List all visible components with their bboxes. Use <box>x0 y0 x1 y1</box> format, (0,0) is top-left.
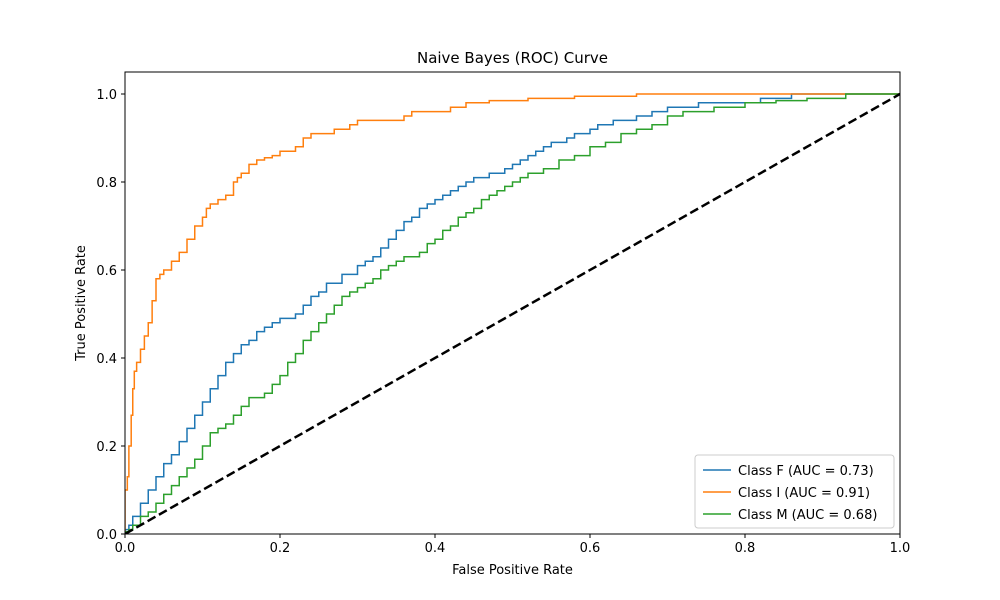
legend-label: Class I (AUC = 0.91) <box>738 486 870 501</box>
chart-title: Naive Bayes (ROC) Curve <box>417 49 608 67</box>
y-tick-label: 0.8 <box>96 176 117 191</box>
plot-area <box>125 92 900 534</box>
legend-label: Class F (AUC = 0.73) <box>738 464 874 479</box>
legend-label: Class M (AUC = 0.68) <box>738 508 877 523</box>
plot-frame <box>124 71 901 535</box>
x-tick-label: 0.0 <box>115 541 136 556</box>
x-tick-label: 0.2 <box>270 541 291 556</box>
y-axis-label: True Positive Rate <box>74 245 89 362</box>
x-tick-label: 0.8 <box>735 541 756 556</box>
x-tick-label: 0.6 <box>580 541 601 556</box>
legend: Class F (AUC = 0.73) Class I (AUC = 0.91)… <box>694 454 895 529</box>
reference-diagonal-line <box>125 92 900 534</box>
y-tick-label: 0.6 <box>96 264 117 279</box>
series-line-class-i <box>125 93 900 534</box>
legend-box <box>694 454 895 529</box>
y-tick-label: 0.0 <box>96 528 117 543</box>
x-axis-label: False Positive Rate <box>452 563 573 578</box>
y-tick-label: 0.4 <box>96 352 117 367</box>
series-line-class-f <box>125 93 900 534</box>
x-tick-label: 0.4 <box>425 541 446 556</box>
y-tick-label: 1.0 <box>96 88 117 103</box>
x-tick-label: 1.0 <box>890 541 911 556</box>
series-line-class-m <box>125 93 900 534</box>
axes: 0.0 0.2 0.4 0.6 0.8 1.0 0.0 0.2 0.4 0.6 0.8 1.0 <box>96 71 911 556</box>
y-tick-label: 0.2 <box>96 440 117 455</box>
